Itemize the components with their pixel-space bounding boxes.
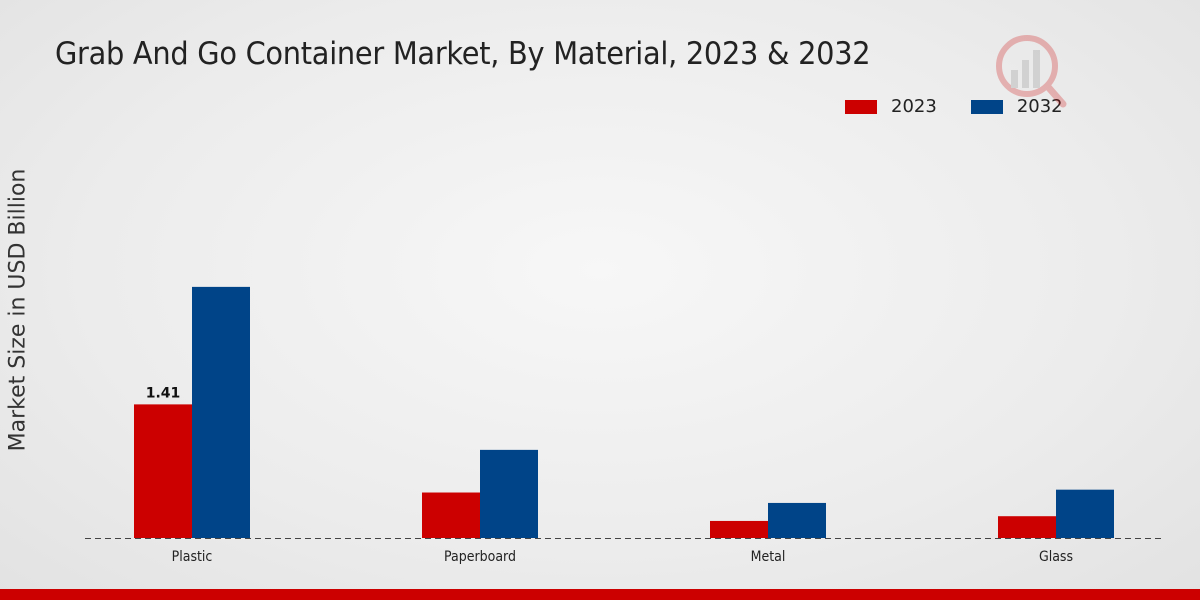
x-tick-label-paperboard: Paperboard — [444, 549, 516, 565]
legend: 2023 2032 — [845, 96, 1097, 117]
bar-2023-paperboard — [422, 492, 480, 538]
x-tick-label-metal: Metal — [751, 549, 786, 565]
bar-2032-metal — [768, 502, 826, 538]
legend-label-2032: 2032 — [1016, 96, 1063, 117]
legend-swatch-2032 — [970, 99, 1003, 114]
x-tick-label-glass: Glass — [1039, 549, 1073, 565]
legend-swatch-2023 — [845, 99, 877, 114]
bottom-accent-bar — [0, 589, 1200, 600]
legend-item-2023: 2023 — [845, 96, 937, 117]
x-tick-label-plastic: Plastic — [172, 549, 213, 565]
bar-2023-glass — [998, 516, 1056, 538]
watermark-logo-icon — [996, 35, 1067, 108]
bar-2032-plastic — [192, 286, 250, 538]
bar-2023-metal — [710, 520, 768, 538]
chart-title: Grab And Go Container Market, By Materia… — [55, 36, 871, 72]
legend-label-2023: 2023 — [891, 96, 937, 117]
bar-2023-plastic — [134, 404, 192, 538]
legend-item-2032: 2032 — [970, 96, 1063, 117]
data-label-2023-plastic: 1.41 — [146, 385, 181, 401]
bar-2032-paperboard — [480, 449, 538, 538]
bar-2032-glass — [1056, 489, 1114, 538]
